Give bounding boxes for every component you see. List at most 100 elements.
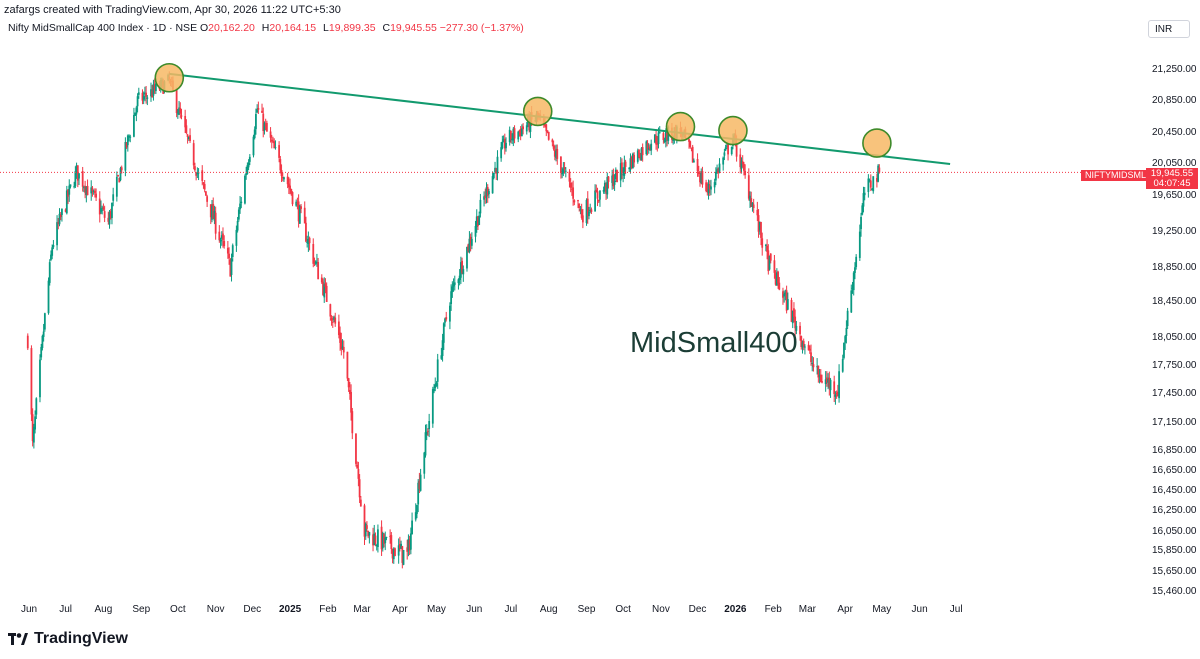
candle-body <box>128 135 130 138</box>
candle-body <box>629 158 632 169</box>
x-tick-label: Dec <box>243 604 262 615</box>
candle-body <box>735 142 738 157</box>
ohlc-label-o: O <box>200 22 209 34</box>
candle-body <box>828 377 831 388</box>
candle-body <box>283 177 285 180</box>
candle-body <box>862 193 865 207</box>
candle-body <box>452 283 455 287</box>
candle-body <box>512 128 515 141</box>
y-tick-label: 19,250.00 <box>1152 226 1197 237</box>
candle-body <box>184 115 187 128</box>
candle-body <box>261 110 263 113</box>
candle-body <box>409 533 412 550</box>
brand-name: TradingView <box>34 630 128 647</box>
candle-body <box>841 359 844 372</box>
candle-body <box>245 173 248 176</box>
candle-body <box>757 215 760 232</box>
candle-body <box>427 431 429 433</box>
candle-body <box>690 147 693 149</box>
price-chart[interactable] <box>0 0 1144 620</box>
candle-body <box>819 374 822 383</box>
y-tick-label: 15,460.00 <box>1152 586 1197 597</box>
candle-body <box>722 157 725 165</box>
candle-body <box>630 156 633 169</box>
candle-body <box>623 162 626 176</box>
candle-body <box>425 431 428 435</box>
candle-body <box>214 212 217 234</box>
candle-body <box>860 216 862 230</box>
candle-body <box>428 421 431 430</box>
candle-body <box>723 152 726 156</box>
candle-body <box>495 168 498 174</box>
candle-body <box>818 375 821 377</box>
candle-body <box>152 84 155 96</box>
candle-body <box>829 379 832 391</box>
candle-body <box>347 378 350 388</box>
candle-body <box>501 141 504 149</box>
candle-body <box>61 209 63 215</box>
candle-body <box>500 147 503 159</box>
candle-body <box>256 109 259 113</box>
candle-body <box>391 548 394 559</box>
candle-body <box>801 342 804 348</box>
x-tick-label: Jul <box>504 604 518 615</box>
candle-body <box>366 525 368 529</box>
trend-line <box>169 72 951 165</box>
candle-body <box>141 92 144 101</box>
candle-body <box>312 243 315 264</box>
candle-body <box>590 209 593 212</box>
x-tick-label: 2025 <box>278 604 302 615</box>
candle-body <box>790 299 793 322</box>
candle-body <box>817 365 820 378</box>
candle-body <box>666 133 668 141</box>
candle-body <box>871 189 873 191</box>
currency-button[interactable]: INR <box>1148 20 1190 38</box>
candle-body <box>461 260 463 273</box>
candle-body <box>59 214 62 218</box>
candle-body <box>203 183 206 190</box>
candle-body <box>632 153 634 169</box>
candle-body <box>714 171 717 181</box>
candle-body <box>75 165 78 173</box>
ohlc-label-c: C <box>379 22 391 34</box>
candle-body <box>281 176 284 179</box>
candle-body <box>52 244 55 248</box>
candle-body <box>402 550 405 565</box>
candle-body <box>445 317 448 320</box>
y-tick-label: 16,250.00 <box>1152 505 1197 516</box>
candle-body <box>807 344 810 351</box>
candle-body <box>827 379 829 383</box>
candle-body <box>725 145 728 147</box>
candle-body <box>230 258 233 275</box>
bar-countdown: 04:07:45 <box>1153 178 1191 189</box>
candle-body <box>290 189 293 194</box>
candle-body <box>700 172 703 183</box>
candle-body <box>350 391 352 413</box>
tradingview-icon <box>8 633 28 645</box>
candle-body <box>272 140 274 142</box>
candle-body <box>689 141 692 148</box>
x-tick-label: Jul <box>59 604 72 615</box>
x-tick-label: Dec <box>688 604 707 615</box>
candle-body <box>211 206 213 220</box>
candle-body <box>286 176 289 185</box>
candle-body <box>153 84 156 90</box>
last-price-value: 19,945.55 <box>1150 168 1194 179</box>
candle-body <box>485 187 488 197</box>
candle-body <box>244 175 246 204</box>
candle-body <box>187 136 190 140</box>
y-tick-label: 16,450.00 <box>1152 485 1197 496</box>
candle-body <box>431 389 434 424</box>
tradingview-logo[interactable]: TradingView <box>8 630 128 648</box>
candle-body <box>197 172 200 174</box>
candle-body <box>647 148 650 150</box>
candle-body <box>92 191 95 193</box>
candle-body <box>144 92 146 95</box>
last-price-tag: 19,945.55 04:07:45 <box>1146 168 1198 189</box>
x-tick-label: Oct <box>615 604 631 615</box>
candle-body <box>580 209 583 218</box>
candle-body <box>115 176 118 197</box>
candle-body <box>176 113 179 115</box>
candle-body <box>240 201 243 204</box>
candle-body <box>868 180 871 182</box>
